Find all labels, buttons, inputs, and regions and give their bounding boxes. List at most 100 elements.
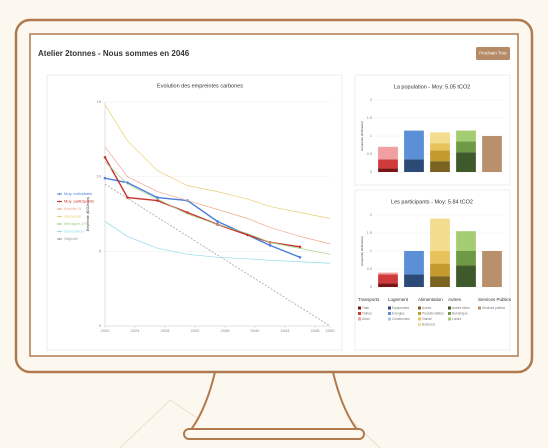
line-series bbox=[104, 104, 331, 219]
legend-swatch bbox=[358, 306, 361, 310]
x-tick-label: 2020 bbox=[101, 328, 111, 333]
chart-title: La population - Moy: 5.05 tCO2 bbox=[394, 84, 470, 90]
bar-segment bbox=[430, 218, 450, 251]
x-tick-label: 2032 bbox=[191, 328, 201, 333]
legend-swatch bbox=[388, 306, 391, 310]
line-marker bbox=[216, 220, 219, 223]
legend-label: Moy. individuels bbox=[64, 191, 92, 196]
bar-segment bbox=[404, 274, 424, 287]
chart-title: Evolution des empreintes carbones bbox=[157, 83, 243, 89]
line-marker bbox=[186, 211, 189, 214]
x-tick-label: 2024 bbox=[131, 328, 141, 333]
legend-swatch bbox=[448, 312, 451, 315]
y-tick-label: 1.5 bbox=[367, 231, 372, 235]
legend-label: Train bbox=[362, 306, 369, 310]
bar-segment bbox=[456, 130, 476, 142]
bar-segment bbox=[430, 251, 450, 264]
legend-group-title: Logement bbox=[388, 297, 409, 302]
line-marker bbox=[298, 256, 302, 259]
legend-group-title: Services Publics bbox=[478, 297, 512, 302]
legend-label: Viande bbox=[422, 317, 432, 321]
legend-dot bbox=[58, 230, 61, 233]
legend-label: Énergies bbox=[392, 310, 405, 315]
bar-segment bbox=[378, 146, 398, 160]
legend-label: Jeunesse bbox=[64, 214, 82, 219]
bar-segment bbox=[378, 283, 398, 287]
charts: Evolution des empreintes carbones Emprein… bbox=[57, 83, 512, 333]
legend-dot bbox=[58, 223, 61, 225]
legend-group-title: Autres bbox=[448, 297, 462, 302]
y-tick-label: 1 bbox=[370, 134, 372, 138]
line-series bbox=[104, 183, 331, 327]
legend-group-title: Alimentation bbox=[418, 297, 443, 302]
legend-swatch bbox=[358, 312, 361, 315]
bar-segment bbox=[456, 251, 476, 266]
legend-label: Avion bbox=[362, 317, 370, 321]
legend-group-title: Transports bbox=[358, 297, 380, 302]
x-tick-label: 2050 bbox=[326, 328, 336, 333]
legend-label: Produits laitiers bbox=[422, 311, 444, 315]
bar-segment bbox=[378, 159, 398, 169]
y-axis-label: Empreinte (tCO2e/an) bbox=[86, 197, 90, 231]
legend-label: Autres biens bbox=[452, 306, 470, 310]
line-series bbox=[104, 177, 301, 258]
line-marker bbox=[298, 245, 302, 249]
next-round-label[interactable]: Prochain Tour bbox=[479, 51, 507, 56]
monitor-base bbox=[183, 428, 365, 440]
bar-segment bbox=[456, 152, 476, 172]
legend-label: Objectif bbox=[64, 236, 78, 241]
bar-segment bbox=[456, 265, 476, 287]
x-tick-label: 2036 bbox=[221, 328, 231, 333]
y-axis-label: Empreinte (tCO2e/an) bbox=[360, 121, 364, 150]
legend-label: Équipement bbox=[392, 305, 409, 310]
line-marker bbox=[246, 233, 249, 237]
y-tick-label: 0.5 bbox=[367, 152, 372, 156]
legend-swatch bbox=[478, 306, 481, 310]
legend-swatch bbox=[448, 306, 451, 310]
bar-segment bbox=[430, 263, 450, 277]
legend-label: Services publics bbox=[482, 306, 505, 310]
y-tick-label: 15 bbox=[97, 99, 102, 104]
legend-swatch bbox=[418, 312, 421, 315]
y-tick-label: 0 bbox=[99, 323, 102, 328]
line-series bbox=[104, 221, 331, 264]
y-tick-label: 2 bbox=[370, 213, 372, 217]
line-marker bbox=[268, 244, 272, 247]
bar-segment bbox=[430, 150, 450, 162]
bar-segment bbox=[378, 272, 398, 275]
x-tick-label: 2044 bbox=[281, 328, 291, 333]
bar-segment bbox=[430, 132, 450, 144]
y-tick-label: 1.5 bbox=[367, 116, 372, 120]
legend-swatch bbox=[418, 317, 421, 321]
line-series bbox=[104, 161, 331, 255]
legend-label: Loisirs bbox=[452, 317, 462, 321]
next-round-button[interactable] bbox=[476, 47, 510, 60]
line-marker bbox=[103, 176, 107, 180]
line-series bbox=[104, 146, 331, 245]
y-tick-label: 1 bbox=[370, 249, 372, 253]
legend-swatch bbox=[358, 317, 361, 321]
legend-label: Numérique bbox=[452, 311, 468, 315]
app-title: Atelier 2tonnes - Nous sommes en 2046 bbox=[38, 49, 190, 58]
y-tick-label: 0 bbox=[370, 285, 372, 289]
legend-label: Inactifs 2t bbox=[64, 206, 82, 211]
bar-segment bbox=[378, 274, 398, 284]
bar-segment bbox=[482, 136, 502, 172]
line-marker bbox=[156, 196, 159, 199]
bar-segment bbox=[404, 130, 424, 160]
legend-swatch bbox=[388, 312, 391, 315]
legend-label: Boissons bbox=[422, 322, 435, 326]
monitor-neck bbox=[187, 371, 361, 432]
line-marker bbox=[156, 199, 159, 202]
legend-label: Ménages 1% bbox=[64, 221, 88, 226]
chart-title: Les participants - Moy: 5.84 tCO2 bbox=[391, 199, 473, 205]
bar-segment bbox=[430, 161, 450, 172]
y-tick-label: 0.5 bbox=[367, 267, 372, 271]
legend-label: Moy. participants bbox=[64, 199, 94, 204]
x-tick-label: 2048 bbox=[311, 328, 321, 333]
legend-dot bbox=[58, 208, 61, 210]
y-tick-label: 5 bbox=[99, 248, 102, 253]
bar-segment bbox=[482, 251, 502, 287]
y-tick-label: 0 bbox=[370, 170, 372, 174]
